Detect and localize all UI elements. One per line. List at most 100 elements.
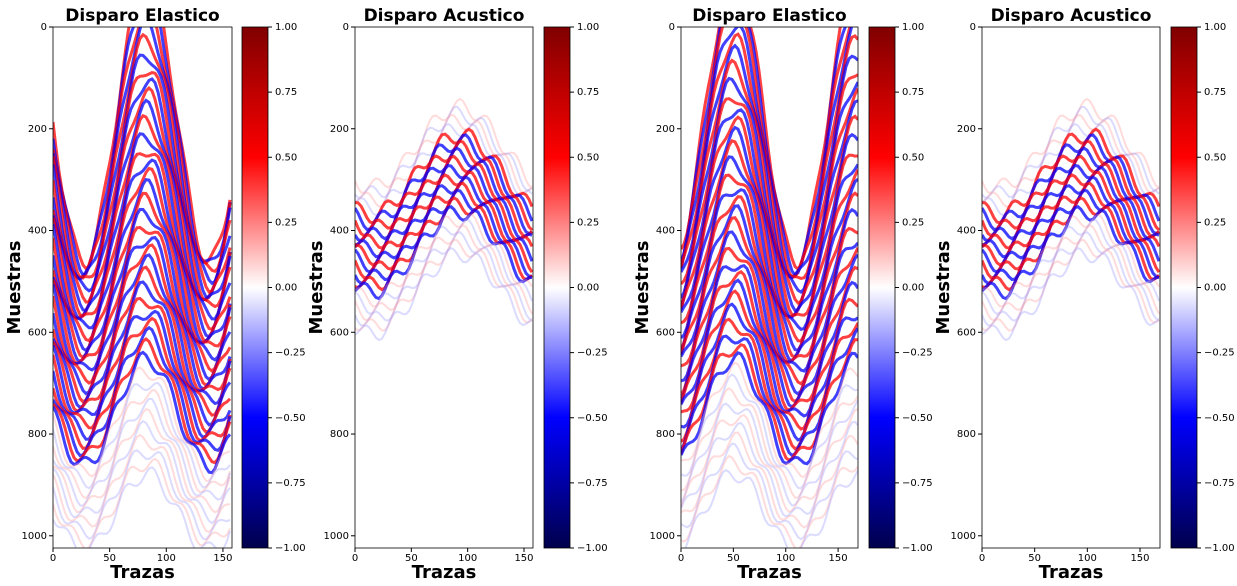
seismic-stripe (982, 127, 1160, 225)
colorbar-tick-label: 0.50 (275, 152, 297, 163)
colorbar-tick-label: −0.25 (902, 348, 933, 359)
colorbar-tick-label: −0.25 (1204, 348, 1235, 359)
seismic-stripe (681, 32, 858, 280)
seismic-stripe (53, 433, 230, 534)
seismic-stripe (681, 125, 858, 331)
seismic-stripe (982, 175, 1160, 274)
y-tick-label: 800 (656, 429, 675, 440)
y-tick-label: 200 (28, 124, 47, 135)
seismic-stripe (982, 238, 1160, 332)
x-tick-label: 0 (352, 553, 358, 564)
colorbar (543, 26, 571, 549)
y-tick-label: 1000 (22, 531, 47, 542)
plot-frame (52, 26, 233, 549)
y-tick-label: 400 (28, 226, 47, 237)
seismic-stripe (53, 350, 232, 475)
seismic-stripe (982, 97, 1160, 194)
seismic-stripe (982, 224, 1160, 322)
seismic-stripe (681, 431, 858, 529)
y-tick-label: 200 (330, 124, 349, 135)
x-tick-label: 150 (514, 553, 533, 564)
colorbar-tick-label: −1.00 (577, 543, 608, 554)
y-axis-label: Muestras (4, 241, 25, 335)
colorbar-tick-label: 0.25 (902, 217, 924, 228)
x-axis-label: Trazas (1039, 562, 1104, 583)
x-tick-label: 50 (1028, 553, 1041, 564)
y-tick-label: 0 (41, 22, 47, 33)
seismic-texture (355, 97, 533, 342)
seismic-stripe (53, 381, 231, 490)
x-axis-label: Trazas (110, 562, 175, 583)
seismic-stripe (982, 139, 1160, 238)
colorbar-tick-label: 0.50 (577, 152, 599, 163)
colorbar-tick-label: −1.00 (1204, 543, 1235, 554)
seismic-stripe (53, 457, 231, 548)
colorbar-tick-label: −0.50 (1204, 413, 1235, 424)
seismic-stripe (53, 265, 232, 417)
y-tick-label: 1000 (951, 531, 976, 542)
y-axis-label: Muestras (632, 241, 653, 335)
plot-frame (981, 26, 1161, 549)
y-tick-label: 400 (330, 226, 349, 237)
seismic-stripe (355, 170, 533, 267)
seismic-stripe (982, 133, 1160, 232)
chart-title: Disparo Acustico (991, 6, 1152, 26)
seismic-stripe (982, 218, 1160, 316)
x-tick-label: 100 (776, 553, 795, 564)
seismic-stripe (982, 105, 1160, 199)
colorbar (868, 26, 896, 549)
colorbar-tick-label: 0.25 (1204, 217, 1226, 228)
colorbar-tick-label: −0.50 (902, 413, 933, 424)
x-tick-label: 150 (1130, 553, 1149, 564)
seismic-stripe (355, 105, 533, 199)
seismic-stripe (53, 309, 232, 441)
x-tick-label: 50 (103, 553, 116, 564)
y-axis-label: Muestras (306, 241, 327, 335)
seismic-stripe (355, 97, 533, 194)
x-tick-label: 150 (213, 553, 232, 564)
seismic-stripe (53, 207, 232, 382)
colorbar-tick-label: 1.00 (1204, 22, 1226, 33)
y-tick-label: 400 (957, 226, 976, 237)
x-tick-label: 0 (678, 553, 684, 564)
seismic-stripe (53, 71, 232, 304)
y-tick-label: 600 (28, 327, 47, 338)
seismic-stripe (53, 397, 231, 507)
seismic-stripe (53, 389, 231, 500)
colorbar-tick-label: −0.50 (275, 413, 306, 424)
seismic-stripe (53, 191, 232, 373)
seismic-stripe (681, 43, 858, 295)
seismic-stripe (355, 218, 533, 316)
seismic-stripe (355, 213, 533, 308)
seismic-texture (681, 27, 858, 548)
colorbar-tick-label: 0.00 (1204, 283, 1226, 294)
seismic-stripe (681, 420, 858, 518)
seismic-stripe (681, 454, 858, 548)
colorbar-tick-label: −0.75 (902, 478, 933, 489)
colorbar-tick-label: 0.50 (902, 152, 924, 163)
y-axis-label: Muestras (933, 241, 954, 335)
chart-title: Disparo Acustico (364, 6, 525, 26)
seismic-stripe (982, 181, 1160, 280)
colorbar-tick-label: 0.25 (577, 217, 599, 228)
seismic-stripe (355, 175, 533, 274)
colorbar (241, 26, 269, 549)
seismic-stripe (681, 442, 858, 541)
seismic-stripe (681, 408, 858, 513)
seismic-stripe (982, 230, 1160, 327)
y-tick-label: 200 (656, 124, 675, 135)
seismic-stripe (681, 387, 858, 499)
y-tick-label: 600 (656, 327, 675, 338)
seismic-stripe (355, 246, 533, 342)
colorbar-tick-label: −0.75 (577, 478, 608, 489)
seismic-stripe (53, 366, 231, 482)
seismic-stripe (53, 419, 231, 525)
seismic-stripe (681, 216, 858, 386)
seismic-stripe (355, 181, 533, 280)
seismic-stripe (982, 205, 1160, 301)
seismic-stripe (681, 204, 858, 373)
chart-title: Disparo Elastico (692, 6, 846, 26)
x-tick-label: 0 (979, 553, 985, 564)
colorbar-tick-label: 0.75 (1204, 87, 1226, 98)
